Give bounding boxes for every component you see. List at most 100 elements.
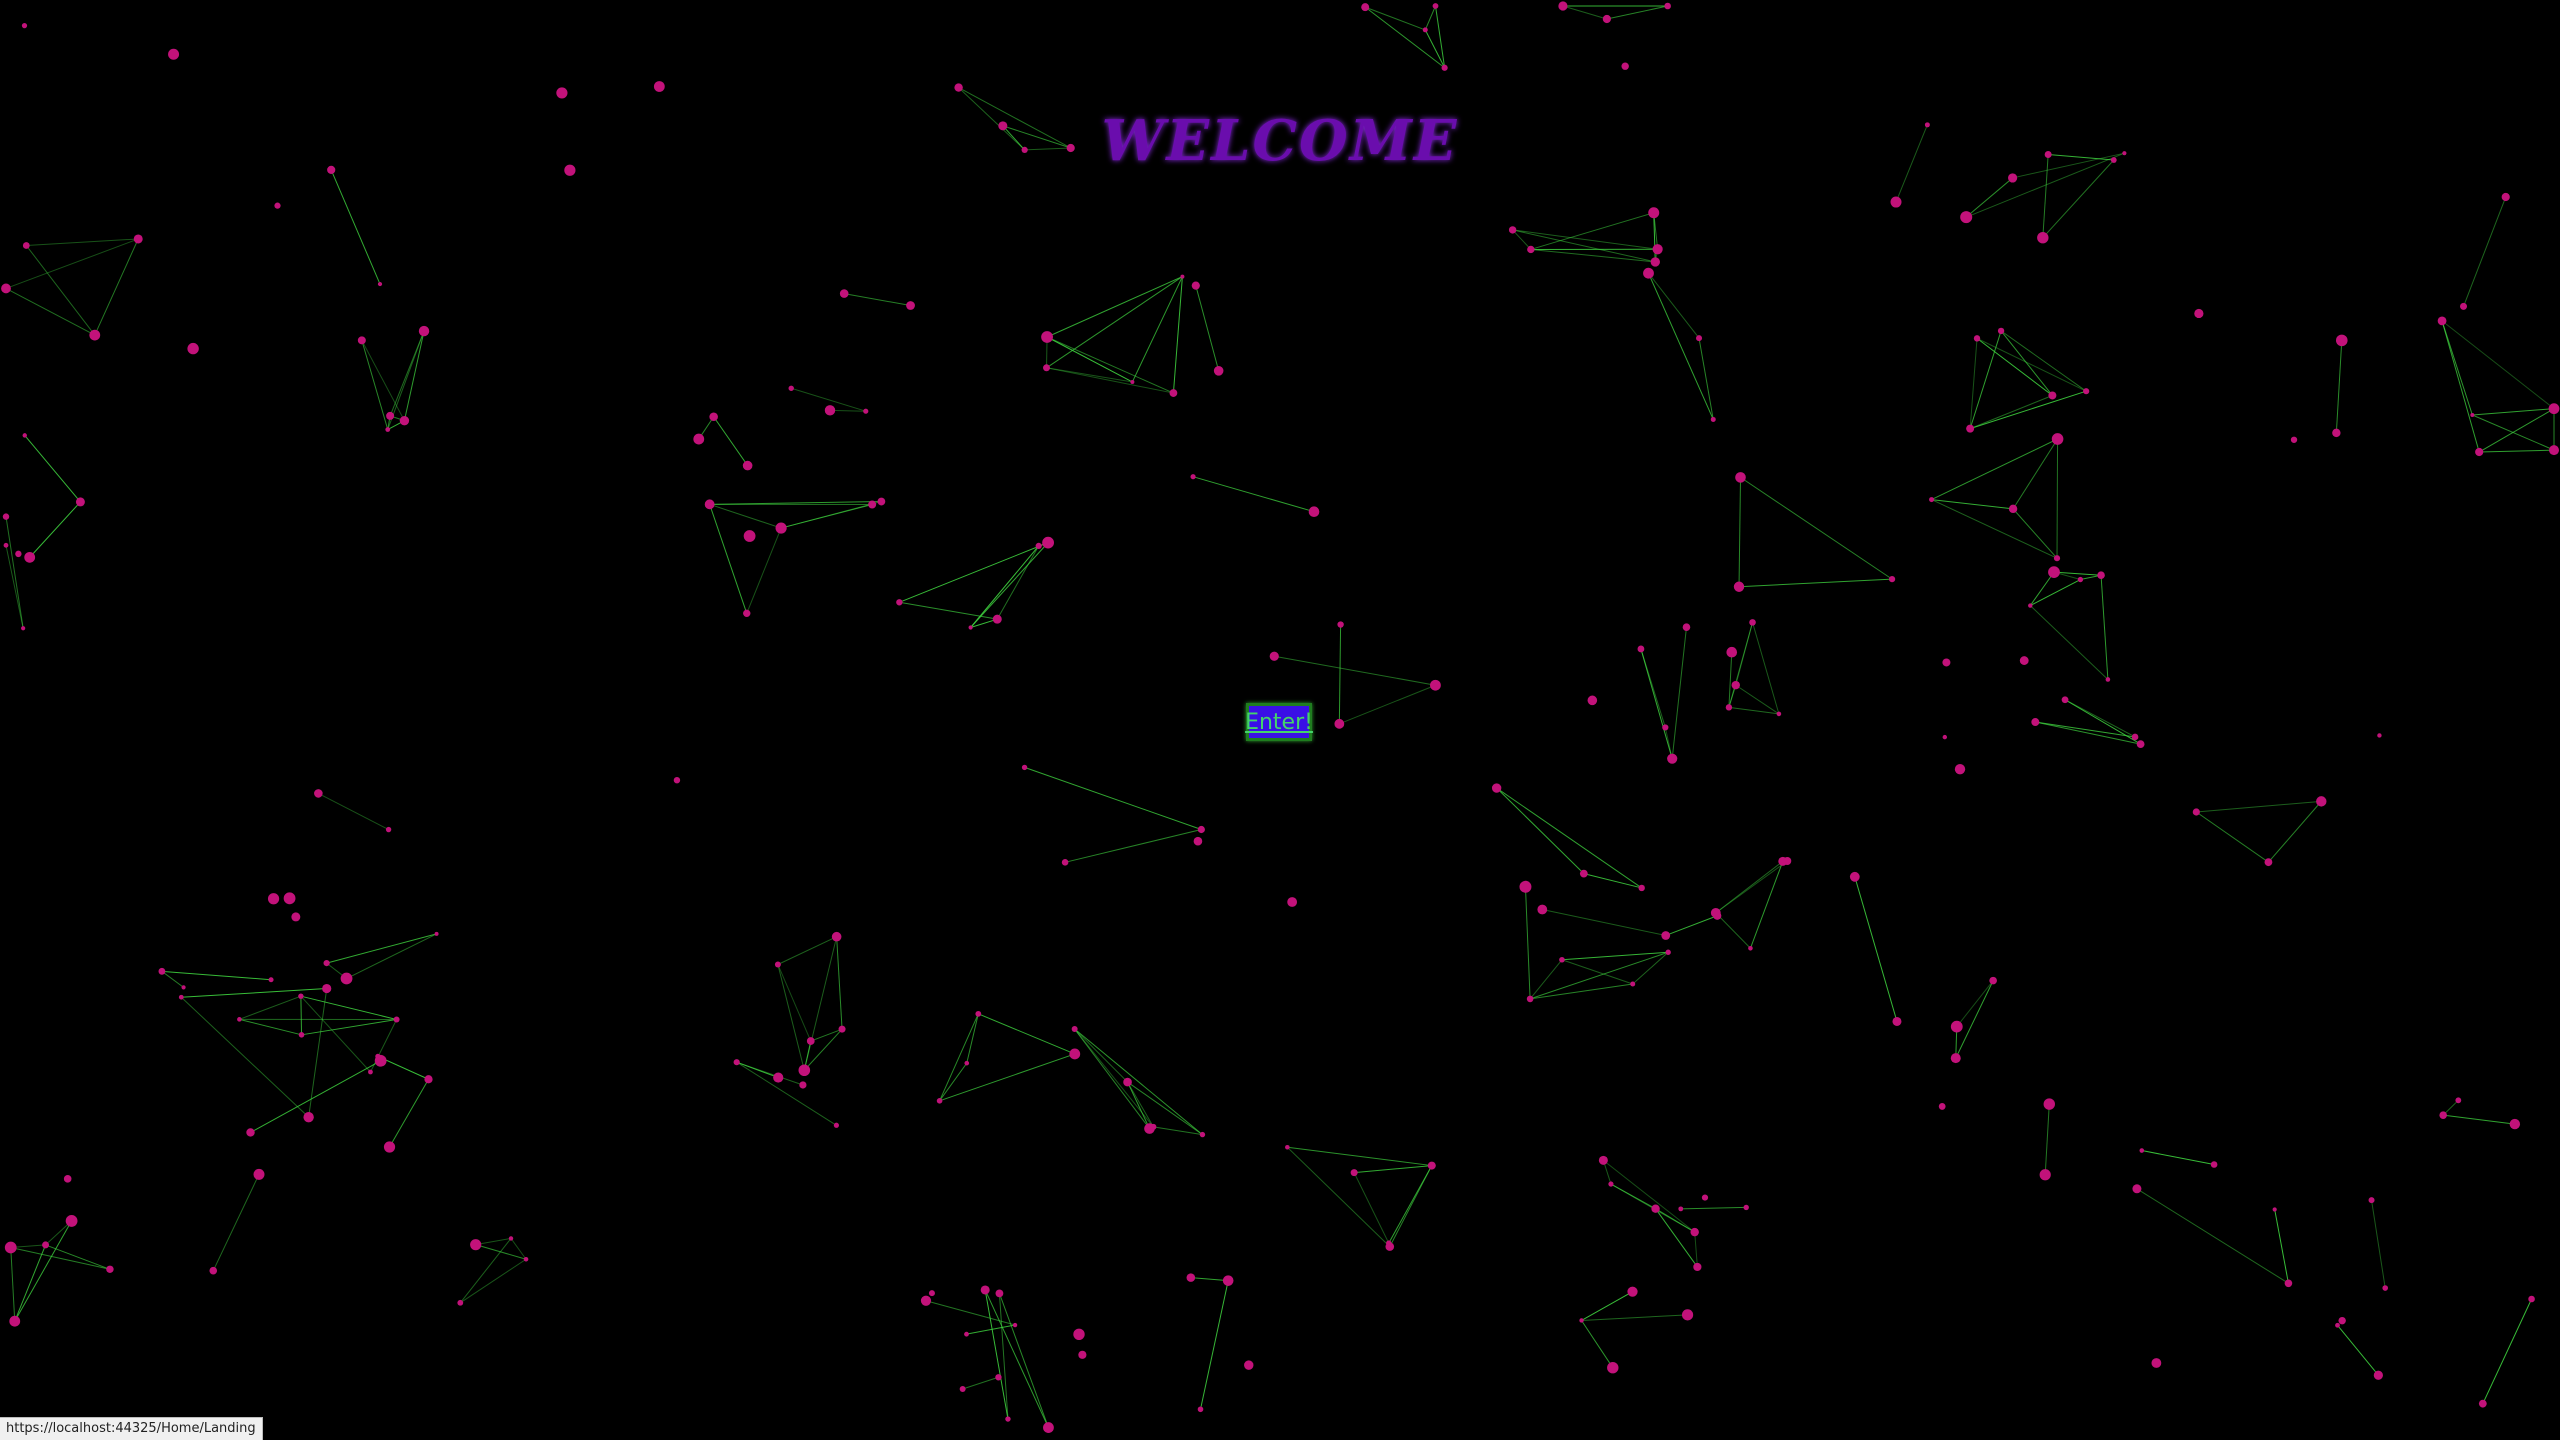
network-node — [1989, 976, 1997, 985]
network-node — [653, 81, 665, 92]
network-edge — [1694, 1232, 1698, 1267]
network-edge — [777, 936, 837, 965]
network-edge — [1046, 367, 1174, 394]
network-edge — [1190, 1277, 1229, 1282]
network-node — [1508, 226, 1517, 234]
network-edge — [899, 542, 1049, 603]
network-node — [1667, 753, 1678, 764]
network-edge — [1074, 1028, 1203, 1135]
network-edge — [239, 995, 302, 1020]
network-edge — [1127, 1081, 1150, 1129]
network-node — [1783, 856, 1792, 865]
network-edge — [1581, 1314, 1688, 1321]
network-edge — [746, 527, 782, 614]
network-edge — [1002, 125, 1026, 151]
network-node — [267, 893, 280, 905]
network-edge — [460, 1258, 527, 1304]
network-node — [327, 165, 336, 175]
network-node — [1527, 245, 1535, 254]
network-edge — [1655, 1208, 1695, 1233]
network-edge — [1749, 861, 1784, 949]
network-edge — [780, 501, 882, 529]
network-node — [1924, 122, 1930, 128]
network-node — [1579, 1318, 1584, 1323]
network-edge — [459, 1238, 512, 1304]
network-node — [1021, 764, 1028, 771]
network-node — [1130, 379, 1135, 384]
network-node — [936, 1098, 943, 1104]
network-edge — [1976, 337, 2053, 396]
network-edge — [1664, 727, 1673, 759]
network-node — [968, 625, 973, 630]
network-edge — [2000, 330, 2053, 396]
network-edge — [300, 996, 303, 1035]
network-node — [303, 1111, 314, 1123]
network-edge — [1752, 622, 1780, 715]
network-node — [1432, 3, 1439, 9]
network-node — [1662, 724, 1669, 731]
network-node — [2194, 308, 2204, 319]
network-edge — [1200, 1280, 1229, 1410]
network-node — [298, 993, 304, 999]
network-edge — [1610, 1183, 1656, 1210]
network-node — [65, 1215, 78, 1227]
network-edge — [2478, 408, 2555, 453]
network-node — [2131, 733, 2139, 741]
network-edge — [791, 387, 866, 412]
network-edge — [836, 936, 843, 1030]
network-edge — [844, 293, 911, 307]
network-node — [1648, 207, 1660, 219]
network-node — [1385, 1242, 1395, 1251]
network-node — [2048, 566, 2060, 579]
network-edge — [389, 330, 425, 417]
network-node — [1954, 763, 1966, 775]
network-node — [1222, 1275, 1234, 1286]
network-node — [209, 1266, 218, 1275]
network-node — [1690, 1227, 1699, 1237]
network-node — [2549, 445, 2559, 456]
network-node — [1005, 1416, 1011, 1422]
network-node — [868, 500, 877, 509]
network-node — [246, 1128, 255, 1137]
network-edge — [1354, 1165, 1432, 1174]
network-node — [1308, 506, 1320, 517]
network-node — [733, 1059, 740, 1066]
network-edge — [970, 618, 998, 628]
network-node — [1558, 1, 1568, 11]
network-edge — [966, 1013, 979, 1064]
network-node — [1960, 211, 1973, 224]
network-node — [2051, 433, 2064, 445]
network-edge — [709, 503, 782, 529]
network-node — [283, 892, 296, 905]
network-edge — [1287, 1146, 1391, 1247]
network-edge — [2056, 438, 2059, 559]
network-node — [1890, 196, 1902, 208]
enter-button[interactable]: Enter! — [1245, 703, 1313, 741]
network-edge — [2012, 438, 2058, 510]
network-node — [556, 87, 568, 99]
network-node — [1607, 1361, 1619, 1374]
network-edge — [2479, 449, 2555, 453]
network-edge — [939, 1053, 1075, 1102]
network-node — [2284, 1279, 2293, 1288]
network-node — [1012, 1322, 1018, 1328]
network-edge — [1529, 959, 1563, 1000]
network-edge — [2196, 800, 2322, 813]
network-edge — [1074, 1028, 1128, 1083]
network-node — [340, 972, 353, 985]
network-node — [2332, 428, 2341, 438]
network-edge — [1665, 915, 1718, 936]
network-node — [1749, 619, 1756, 626]
network-edge — [1365, 6, 1426, 31]
network-edge — [1698, 337, 1714, 420]
network-node — [2077, 576, 2084, 583]
network-edge — [958, 87, 1026, 151]
network-node — [1123, 1077, 1132, 1087]
network-node — [743, 609, 751, 618]
network-node — [2028, 603, 2033, 608]
network-edge — [1969, 330, 2002, 429]
network-node — [2136, 740, 2145, 749]
network-edge — [2030, 579, 2081, 607]
network-edge — [1512, 229, 1658, 250]
